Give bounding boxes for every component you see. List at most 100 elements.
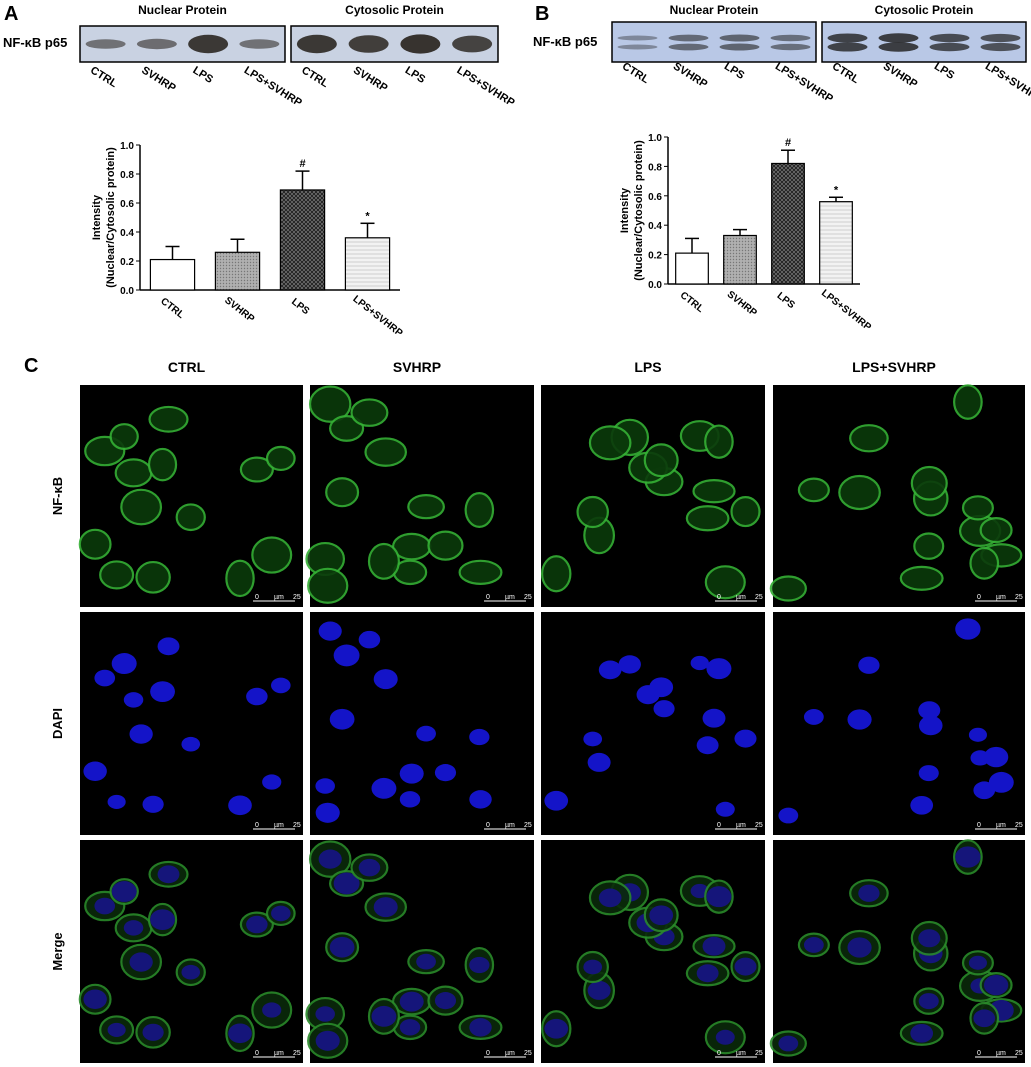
cell-nucleus bbox=[371, 777, 397, 799]
scale-bar-label: µm bbox=[505, 822, 515, 829]
cell-cytoplasm bbox=[148, 405, 189, 433]
cell-cytoplasm bbox=[730, 495, 761, 528]
cell-nucleus bbox=[271, 677, 291, 694]
cell-nucleus bbox=[123, 692, 144, 708]
scale-bar-label: 25 bbox=[524, 594, 532, 601]
y-axis-label: Intensity bbox=[91, 194, 103, 240]
cell-nucleus bbox=[142, 1023, 164, 1041]
scale-bar-label: µm bbox=[996, 822, 1006, 829]
scale-bar-label: 25 bbox=[524, 1050, 532, 1057]
scale-bar-label: µm bbox=[736, 594, 746, 601]
cell-cytoplasm bbox=[325, 477, 360, 508]
y-tick-label: 0.6 bbox=[648, 192, 662, 203]
cell-nucleus bbox=[983, 746, 1009, 768]
y-tick-label: 0.8 bbox=[120, 170, 134, 181]
cell-cytoplasm bbox=[704, 424, 734, 459]
cell-nucleus bbox=[83, 761, 107, 781]
cell-nucleus bbox=[715, 1029, 735, 1045]
x-tick-label: SVHRP bbox=[725, 289, 759, 319]
row-label: DAPI bbox=[50, 708, 65, 739]
x-tick-label: LPS+SVHRP bbox=[819, 288, 873, 334]
row-label: Merge bbox=[50, 932, 65, 970]
cell-nucleus bbox=[94, 897, 116, 915]
cell-cytoplasm bbox=[849, 424, 889, 453]
scale-bar-label: 25 bbox=[293, 822, 301, 829]
cell-cytoplasm bbox=[307, 567, 349, 604]
blot-band bbox=[400, 34, 441, 54]
blot-lane-label: LPS+SVHRP bbox=[455, 64, 517, 109]
cell-nucleus bbox=[702, 936, 726, 956]
cell-nucleus bbox=[129, 724, 153, 744]
scale-bar-label: 25 bbox=[755, 822, 763, 829]
cell-nucleus bbox=[696, 736, 719, 755]
cell-nucleus bbox=[399, 991, 424, 1012]
cell-cytoplasm bbox=[541, 555, 572, 593]
cell-nucleus bbox=[107, 794, 126, 809]
bar bbox=[149, 258, 196, 291]
blot-band bbox=[719, 43, 760, 51]
blot-band bbox=[239, 39, 280, 49]
scale-bar-label: 0 bbox=[255, 822, 259, 829]
blot-lane-label: CTRL bbox=[88, 64, 119, 90]
cell-nucleus bbox=[329, 708, 355, 730]
blot-lane-label: SVHRP bbox=[671, 60, 710, 90]
cell-nucleus bbox=[399, 1019, 421, 1036]
column-header: SVHRP bbox=[393, 359, 441, 375]
micrograph: 0 µm 25 bbox=[305, 385, 534, 607]
scale-bar-label: µm bbox=[996, 594, 1006, 601]
x-tick-label: SVHRP bbox=[222, 295, 256, 325]
blot-lane-label: LPS bbox=[722, 60, 747, 82]
cell-nucleus bbox=[955, 846, 981, 868]
cell-cytoplasm bbox=[464, 492, 495, 528]
cell-nucleus bbox=[544, 790, 569, 811]
cell-cytoplasm bbox=[120, 488, 163, 526]
blot-group-title: Nuclear Protein bbox=[138, 3, 227, 17]
cell-nucleus bbox=[690, 655, 709, 671]
cell-nucleus bbox=[910, 795, 934, 815]
cell-nucleus bbox=[318, 621, 342, 641]
cell-nucleus bbox=[910, 1023, 934, 1043]
cell-cytoplasm bbox=[109, 423, 139, 450]
micrograph: 0 µm 25 bbox=[80, 612, 303, 835]
cell-nucleus bbox=[583, 731, 603, 747]
micrograph: 0 µm 25 bbox=[78, 385, 303, 607]
scale-bar-label: 0 bbox=[486, 1050, 490, 1057]
cell-nucleus bbox=[434, 764, 457, 782]
cell-cytoplasm bbox=[78, 528, 112, 560]
cell-nucleus bbox=[181, 736, 201, 752]
blot-band bbox=[770, 34, 811, 42]
cell-nucleus bbox=[262, 1002, 282, 1018]
column-header: LPS bbox=[634, 359, 661, 375]
blot-lane-label: LPS bbox=[403, 64, 428, 86]
cell-cytoplasm bbox=[643, 443, 679, 478]
cell-nucleus bbox=[469, 1018, 492, 1037]
blot-group-title: Nuclear Protein bbox=[670, 3, 759, 17]
cell-nucleus bbox=[315, 1006, 335, 1022]
cell-cytoplasm bbox=[769, 575, 807, 602]
cell-cytoplasm bbox=[329, 415, 365, 442]
blot-band bbox=[719, 34, 760, 42]
cell-nucleus bbox=[983, 974, 1009, 996]
scale-bar-label: 25 bbox=[1015, 594, 1023, 601]
blot-band bbox=[827, 33, 868, 43]
cell-nucleus bbox=[618, 655, 641, 674]
scale-bar-label: 0 bbox=[977, 822, 981, 829]
blot-band bbox=[348, 35, 389, 53]
cell-nucleus bbox=[157, 637, 180, 656]
significance-mark: # bbox=[785, 137, 791, 149]
scale-bar-label: µm bbox=[274, 1050, 284, 1057]
blot-row-label: NF-κB p65 bbox=[533, 34, 597, 49]
cell-nucleus bbox=[649, 905, 674, 926]
cell-nucleus bbox=[973, 1009, 996, 1028]
blot-band bbox=[668, 43, 709, 51]
y-tick-label: 0.2 bbox=[120, 257, 134, 268]
cell-cytoplasm bbox=[953, 384, 983, 420]
cell-nucleus bbox=[107, 1022, 126, 1037]
cell-cytoplasm bbox=[704, 565, 746, 600]
blot-band bbox=[929, 42, 970, 52]
cell-nucleus bbox=[416, 725, 436, 742]
y-tick-label: 1.0 bbox=[648, 133, 662, 144]
cell-nucleus bbox=[587, 980, 611, 1000]
bar bbox=[279, 189, 326, 291]
blot-band bbox=[85, 39, 126, 49]
